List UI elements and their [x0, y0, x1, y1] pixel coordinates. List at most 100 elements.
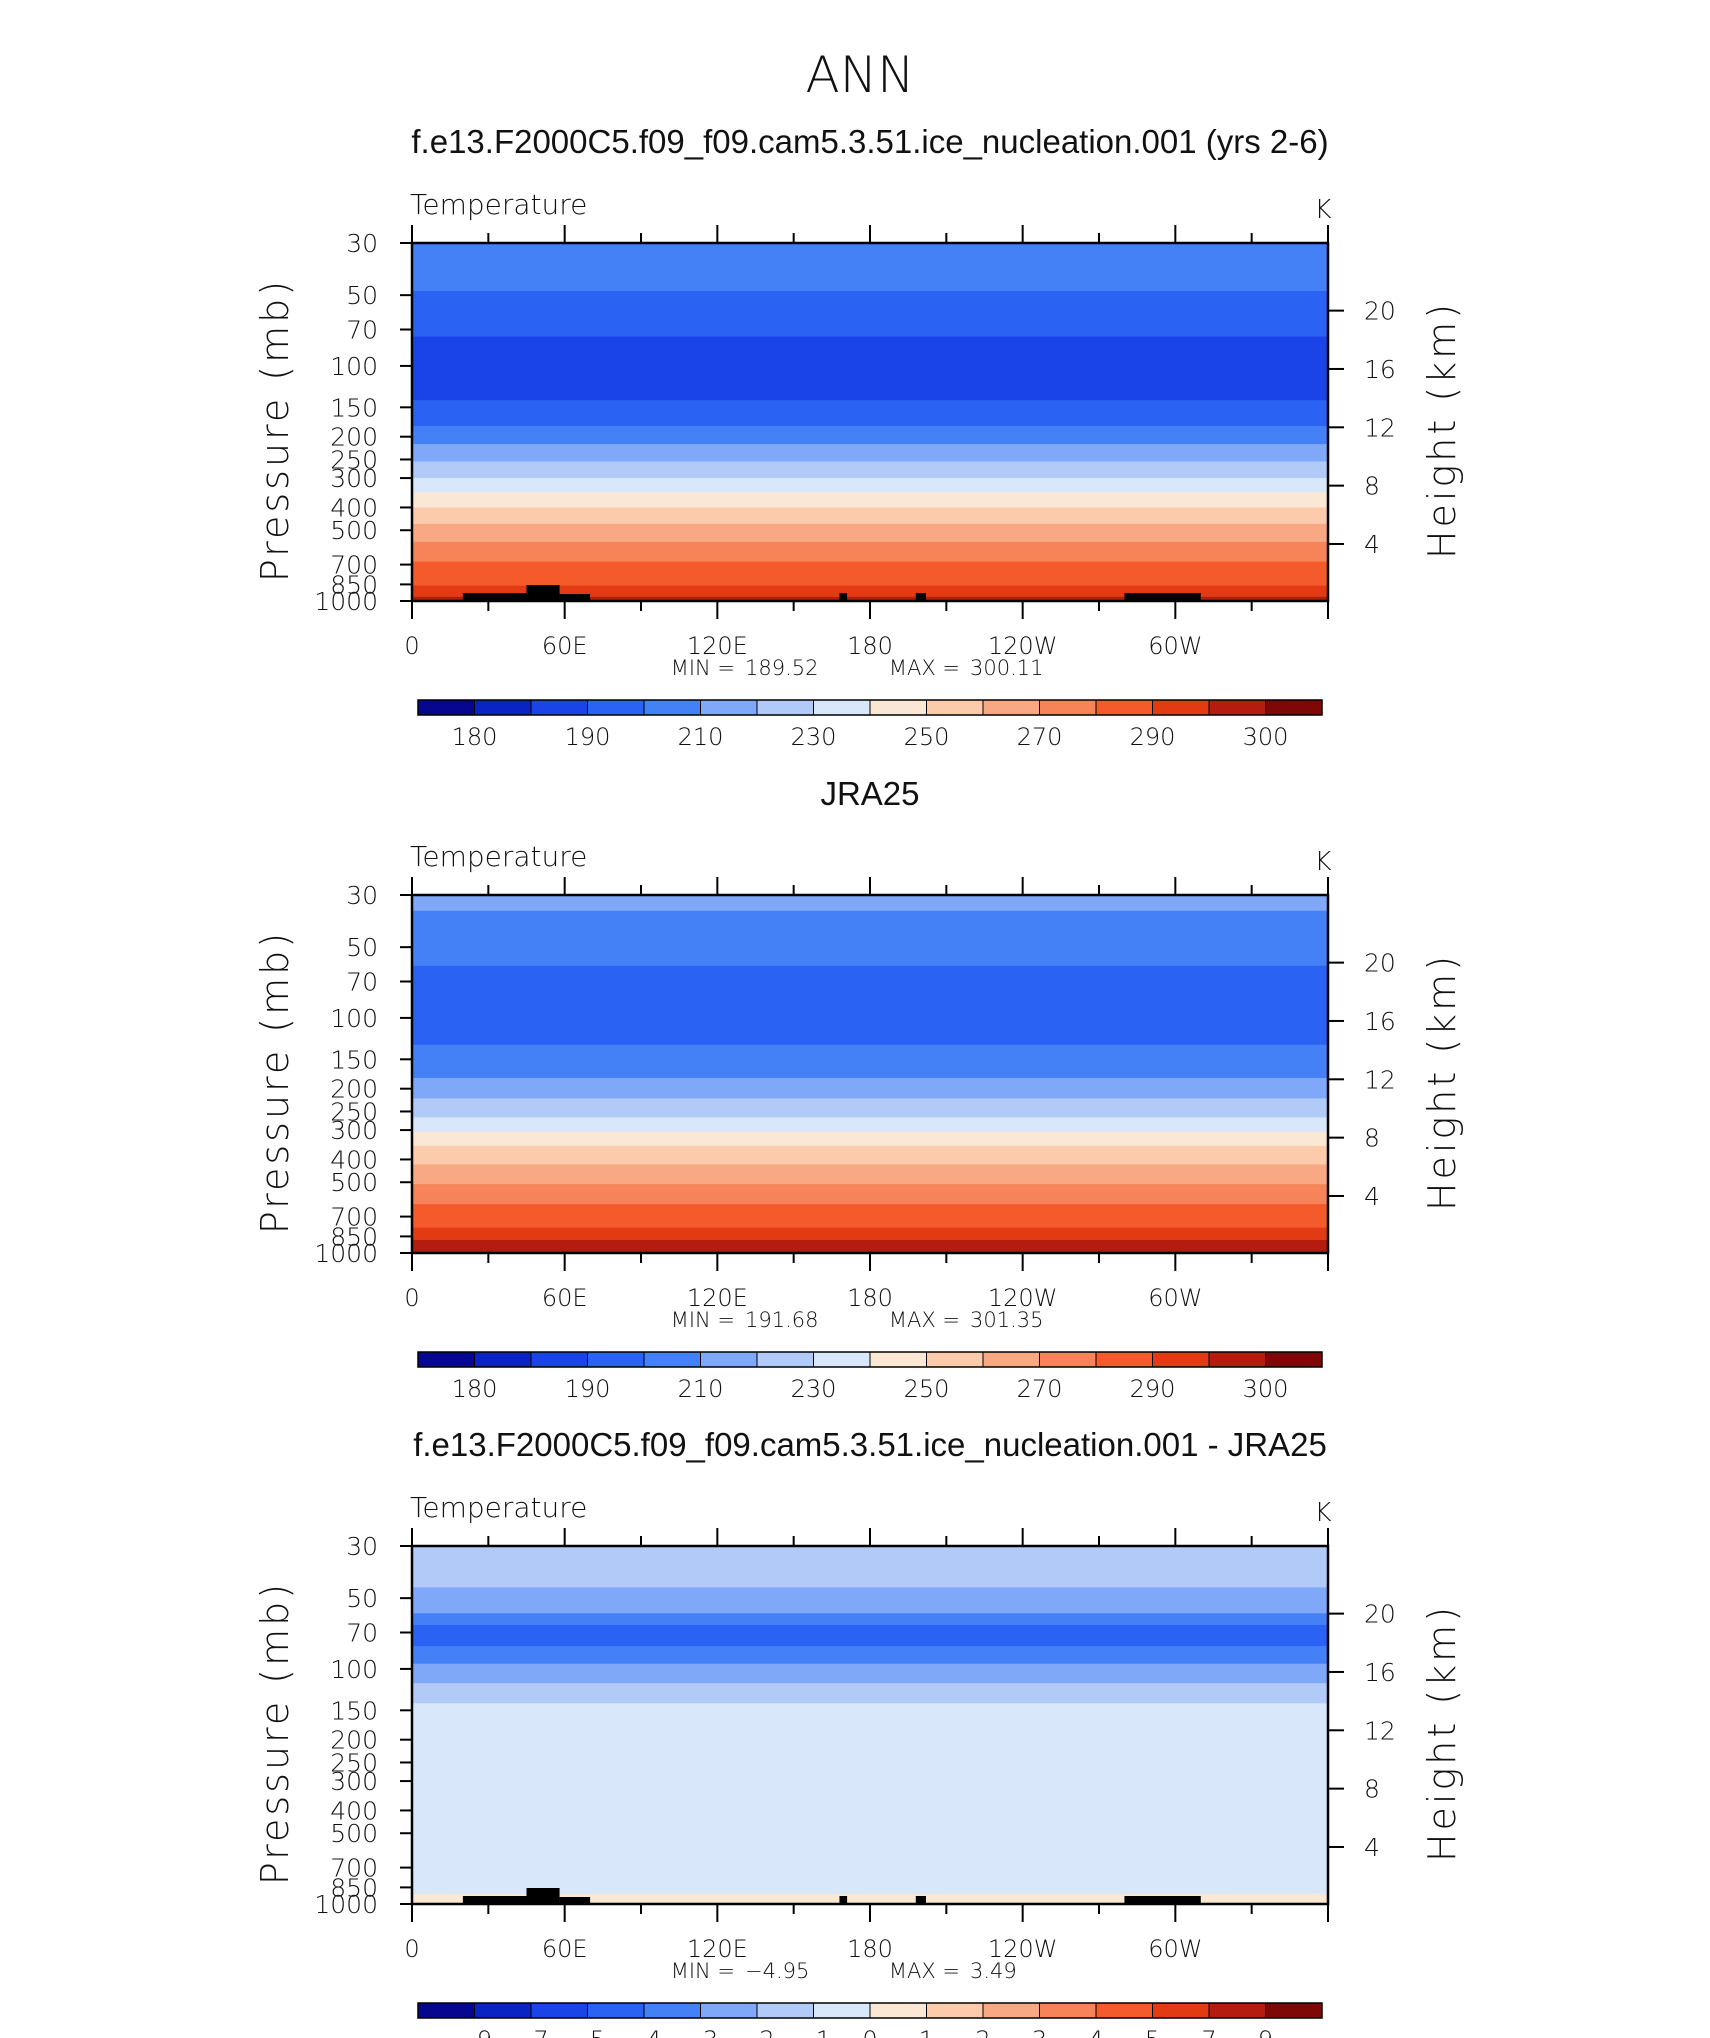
terrain-block — [462, 1896, 527, 1904]
x-tick-label: 60E — [542, 1284, 588, 1312]
contour-band — [412, 1164, 1328, 1185]
colorbar-swatch — [1152, 699, 1210, 716]
colorbar-label: 0 — [862, 2026, 877, 2038]
x-tick-label: 120W — [988, 1935, 1058, 1963]
colorbar-swatch — [587, 699, 645, 716]
colorbar-swatch — [1208, 699, 1266, 716]
colorbar-swatch — [1039, 1351, 1097, 1368]
colorbar-label: −1 — [796, 2026, 831, 2038]
colorbar-label: 230 — [791, 723, 837, 751]
x-tick-label: 120W — [988, 632, 1058, 660]
colorbar-swatch — [756, 1351, 814, 1368]
colorbar-swatch — [813, 1351, 871, 1368]
colorbar-swatch — [756, 2002, 814, 2019]
y-tick-label: 1000 — [314, 1239, 378, 1268]
colorbar-label: 190 — [565, 1375, 611, 1403]
contour-band — [412, 461, 1328, 479]
contour-band — [412, 1117, 1328, 1133]
x-tick-label: 60E — [542, 632, 588, 660]
colorbar-label: −7 — [513, 2026, 548, 2038]
y-axis-title-right: Height (km) — [1420, 301, 1464, 559]
colorbar-label: 250 — [904, 723, 950, 751]
colorbar-swatch — [926, 2002, 984, 2019]
stats-max-label: MAX = — [889, 1308, 960, 1332]
colorbar-label: 290 — [1130, 1375, 1176, 1403]
y-tick-label: 100 — [330, 1655, 378, 1684]
y-tick-label: 300 — [330, 1767, 378, 1796]
colorbar-swatch — [643, 2002, 701, 2019]
colorbar-label: 1 — [919, 2026, 934, 2038]
y-tick-label-right: 4 — [1364, 1182, 1380, 1211]
y-tick-label-right: 20 — [1364, 297, 1396, 326]
colorbar-swatch — [417, 1351, 475, 1368]
contour-band — [412, 1663, 1328, 1684]
y-axis-title: Pressure (mb) — [253, 1581, 297, 1885]
colorbar-swatch — [869, 699, 927, 716]
stats-max-value: 301.35 — [970, 1308, 1043, 1332]
y-tick-label-right: 12 — [1364, 1716, 1396, 1745]
stats-min-label: MIN = — [671, 1308, 735, 1332]
colorbar-label: 250 — [904, 1375, 950, 1403]
colorbar-label: 180 — [452, 1375, 498, 1403]
colorbar-frame — [417, 699, 1323, 716]
terrain-mask — [462, 585, 1201, 601]
y-tick-label-right: 8 — [1364, 1124, 1380, 1153]
colorbar-label: 7 — [1201, 2026, 1216, 2038]
x-tick-label: 180 — [847, 632, 893, 660]
colorbar-swatch — [1152, 2002, 1210, 2019]
contour-band — [412, 1098, 1328, 1119]
y-tick-label: 70 — [346, 316, 378, 345]
contour-band — [412, 910, 1328, 967]
colorbar: 180 190 210 230 250 270 290 300 — [417, 699, 1323, 751]
colorbar-label: 5 — [1145, 2026, 1160, 2038]
contour-band — [412, 1077, 1328, 1100]
terrain-block — [1124, 593, 1201, 601]
y-tick-label: 500 — [330, 1819, 378, 1848]
contour-band — [412, 1204, 1328, 1229]
colorbar-swatch — [700, 1351, 758, 1368]
y-tick-label: 300 — [330, 464, 378, 493]
colorbar-label: 2 — [975, 2026, 990, 2038]
colorbar: −9 −7 −5 −4 −3 −2 −1 0 1 2 3 4 5 7 9 — [417, 2002, 1323, 2038]
contour-band — [412, 444, 1328, 463]
terrain-block — [915, 593, 926, 601]
contour-band — [412, 561, 1328, 587]
contour-band — [412, 1227, 1328, 1241]
colorbar-label: −3 — [683, 2026, 718, 2038]
panel-title: f.e13.F2000C5.f09_f09.cam5.3.51.ice_nucl… — [411, 123, 1328, 160]
panel-title: JRA25 — [820, 775, 919, 812]
stats-max-label: MAX = — [889, 656, 960, 680]
contour-band — [412, 400, 1328, 427]
contour-fill — [412, 243, 1328, 601]
colorbar-swatch — [643, 699, 701, 716]
y-tick-label: 150 — [330, 1696, 378, 1725]
y-tick-label: 100 — [330, 1004, 378, 1033]
contour-band — [412, 290, 1328, 338]
contour-fill — [412, 895, 1328, 1253]
colorbar-swatch — [1095, 2002, 1153, 2019]
y-axis-title-right: Height (km) — [1420, 1604, 1464, 1862]
colorbar-swatch — [982, 2002, 1040, 2019]
terrain-block — [839, 593, 848, 601]
stats-max-value: 300.11 — [970, 656, 1043, 680]
terrain-block — [839, 1896, 848, 1904]
stats-min-value: 189.52 — [745, 656, 818, 680]
contour-band — [412, 1893, 1328, 1904]
chart-panel-2: JRA25 Temperature K 0 60E 120E 180 120W 60W 30 50 7… — [253, 775, 1464, 1403]
stats-min-label: MIN = — [671, 656, 735, 680]
x-tick-label: 120E — [687, 1284, 748, 1312]
season-title: ANN — [805, 46, 914, 104]
y-tick-label: 300 — [330, 1116, 378, 1145]
colorbar-swatch — [1265, 1351, 1323, 1368]
x-tick-label: 120W — [988, 1284, 1058, 1312]
colorbar-swatch — [587, 1351, 645, 1368]
x-tick-label: 60E — [542, 1935, 588, 1963]
y-tick-label-right: 4 — [1364, 530, 1380, 559]
contour-band — [412, 1239, 1328, 1253]
x-tick-label: 60W — [1148, 1935, 1202, 1963]
y-tick-label: 200 — [330, 423, 378, 452]
colorbar-label: 270 — [1017, 723, 1063, 751]
y-tick-label-right: 16 — [1364, 1658, 1396, 1687]
colorbar-swatch — [982, 699, 1040, 716]
